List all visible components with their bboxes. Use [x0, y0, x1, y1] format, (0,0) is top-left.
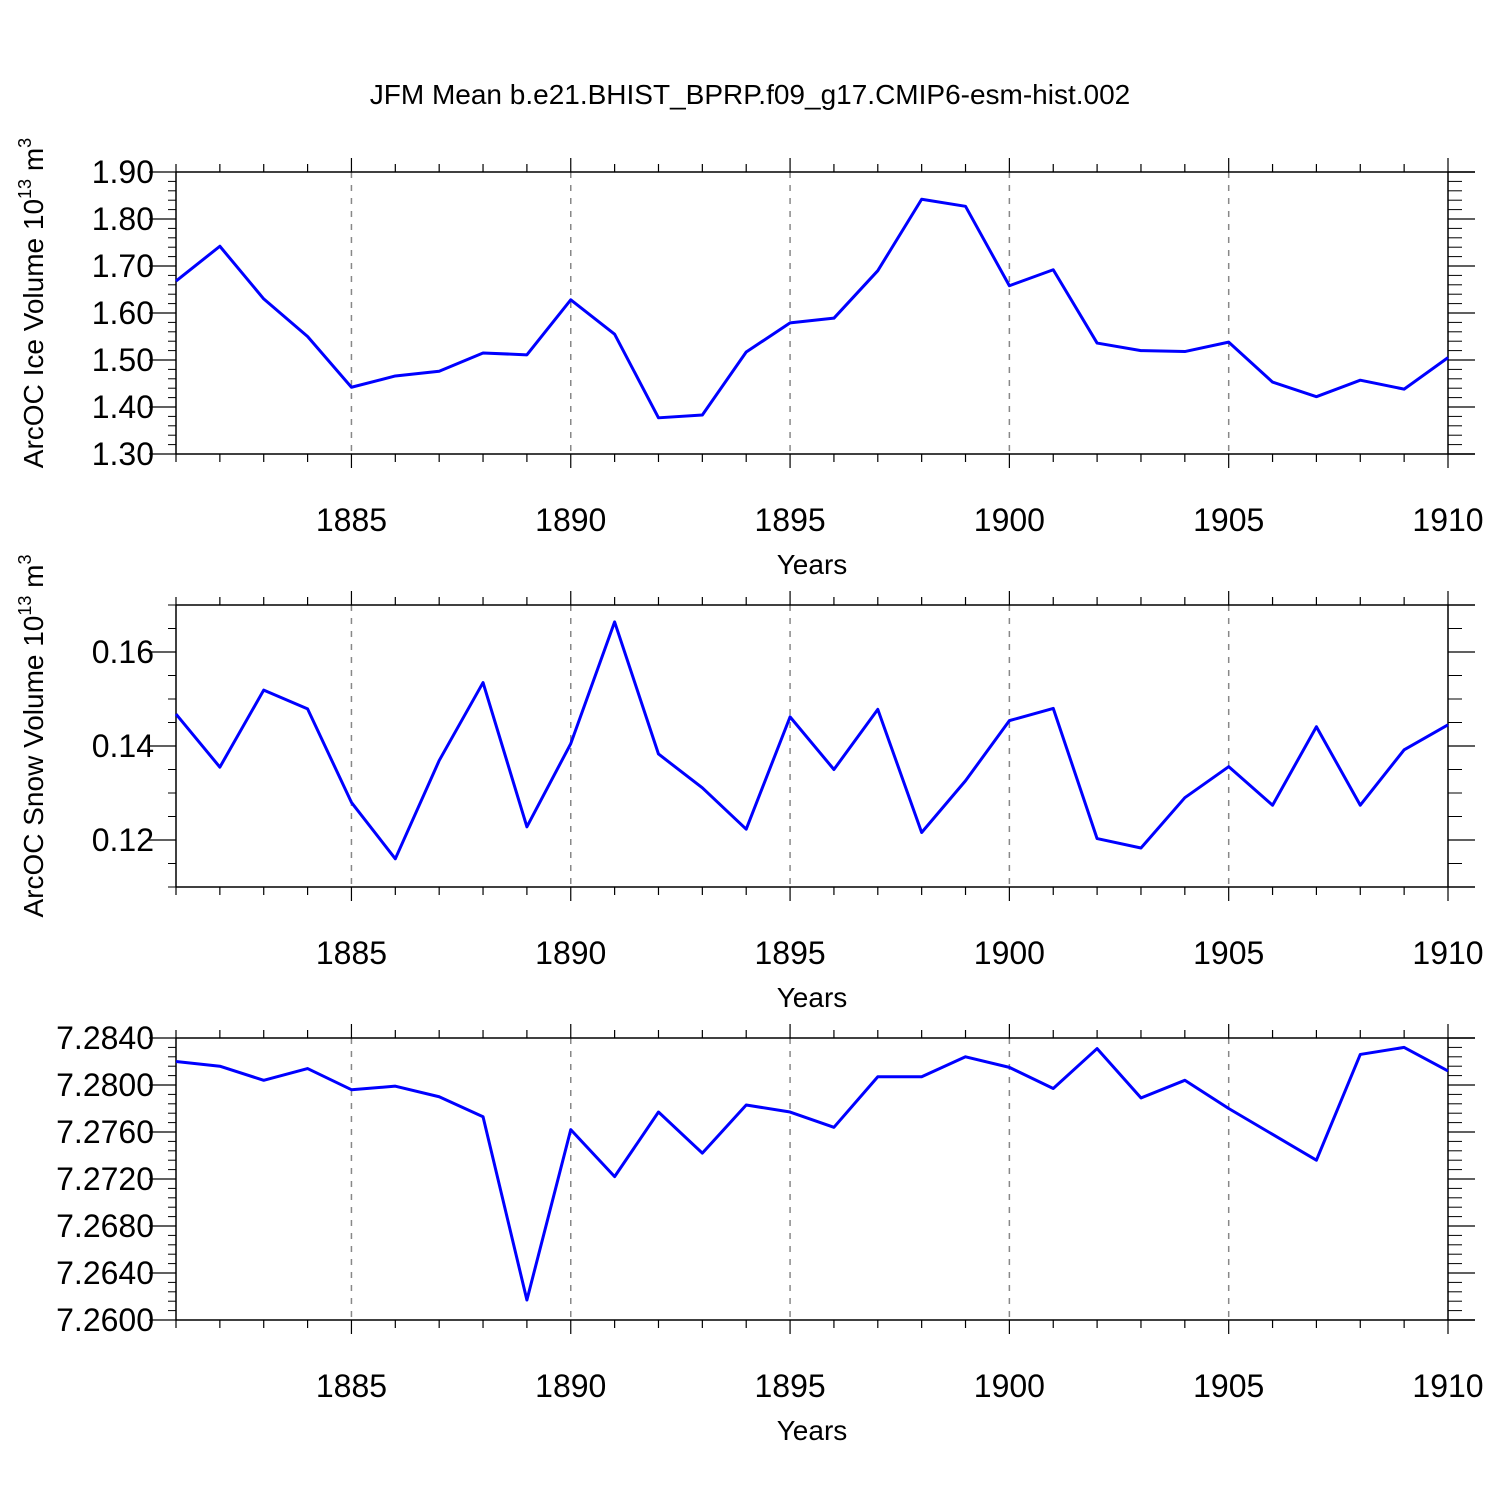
y-tick-label: 1.90 — [92, 154, 154, 190]
series-line — [175, 197, 1449, 420]
x-tick-label: 1900 — [974, 502, 1045, 538]
y-tick-label: 7.2640 — [56, 1255, 154, 1291]
y-axis-title: ArcOC Ice Volume 1013 m3 — [15, 138, 49, 468]
y-tick-label: 1.80 — [92, 201, 154, 237]
x-tick-label: 1910 — [1412, 935, 1483, 971]
y-tick-label: 0.12 — [92, 822, 154, 858]
y-tick-label: 7.2720 — [56, 1161, 154, 1197]
x-tick-label: 1905 — [1193, 935, 1264, 971]
series-line — [174, 620, 1449, 861]
x-tick-label: 1910 — [1412, 1368, 1483, 1404]
y-tick-label: 7.2760 — [56, 1114, 154, 1150]
x-tick-label: 1895 — [754, 1368, 825, 1404]
y-axis-title-superscript: 13 — [15, 596, 35, 616]
y-tick-label: 7.2600 — [56, 1302, 154, 1338]
x-axis-title: Years — [777, 549, 848, 580]
x-tick-label: 1905 — [1193, 502, 1264, 538]
x-tick-label: 1900 — [974, 935, 1045, 971]
x-tick-label: 1895 — [754, 935, 825, 971]
x-tick-label: 1910 — [1412, 502, 1483, 538]
x-tick-label: 1885 — [316, 502, 387, 538]
y-tick-label: 0.14 — [92, 728, 154, 764]
series-line — [175, 1045, 1449, 1302]
x-tick-label: 1885 — [316, 1368, 387, 1404]
y-tick-label: 7.2680 — [56, 1208, 154, 1244]
y-axis-title-text: ArcOC Ice Volume 10 — [18, 199, 49, 468]
x-tick-label: 1900 — [974, 1368, 1045, 1404]
x-tick-label: 1890 — [535, 935, 606, 971]
chart-title: JFM Mean b.e21.BHIST_BPRP.f09_g17.CMIP6-… — [370, 79, 1131, 110]
y-tick-label: 1.40 — [92, 389, 154, 425]
y-tick-label: 7.2800 — [56, 1067, 154, 1103]
x-axis-title: Years — [777, 982, 848, 1013]
y-axis-title-text: m — [18, 564, 49, 595]
y-tick-label: 1.60 — [92, 295, 154, 331]
x-tick-label: 1905 — [1193, 1368, 1264, 1404]
y-tick-label: 1.30 — [92, 436, 154, 472]
x-tick-label: 1895 — [754, 502, 825, 538]
y-tick-label: 1.70 — [92, 248, 154, 284]
y-axis-title: ArcOC Snow Volume 1013 m3 — [15, 554, 49, 917]
x-tick-label: 1890 — [535, 502, 606, 538]
x-tick-label: 1885 — [316, 935, 387, 971]
x-axis-title: Years — [777, 1415, 848, 1446]
y-axis-title-text: m — [18, 148, 49, 179]
y-axis-title-text: ArcOC Snow Volume 10 — [18, 616, 49, 918]
y-axis-title-superscript: 3 — [15, 138, 35, 148]
y-tick-label: 1.50 — [92, 342, 154, 378]
y-axis-title-superscript: 13 — [15, 179, 35, 199]
y-tick-label: 7.2840 — [56, 1020, 154, 1056]
y-axis-title-superscript: 3 — [15, 554, 35, 564]
y-tick-label: 0.16 — [92, 634, 154, 670]
x-tick-label: 1890 — [535, 1368, 606, 1404]
